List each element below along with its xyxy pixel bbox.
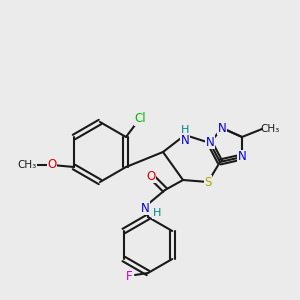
Text: CH₃: CH₃ [17, 160, 37, 170]
Text: O: O [47, 158, 57, 172]
Text: N: N [238, 151, 246, 164]
Text: O: O [146, 169, 156, 182]
Text: N: N [181, 134, 189, 146]
Text: S: S [204, 176, 212, 188]
Text: Cl: Cl [134, 112, 146, 125]
Text: N: N [141, 202, 149, 214]
Text: H: H [153, 208, 161, 218]
Text: F: F [126, 271, 132, 284]
Text: H: H [181, 125, 189, 135]
Text: N: N [206, 136, 214, 148]
Text: CH₃: CH₃ [260, 124, 280, 134]
Text: N: N [218, 122, 226, 134]
